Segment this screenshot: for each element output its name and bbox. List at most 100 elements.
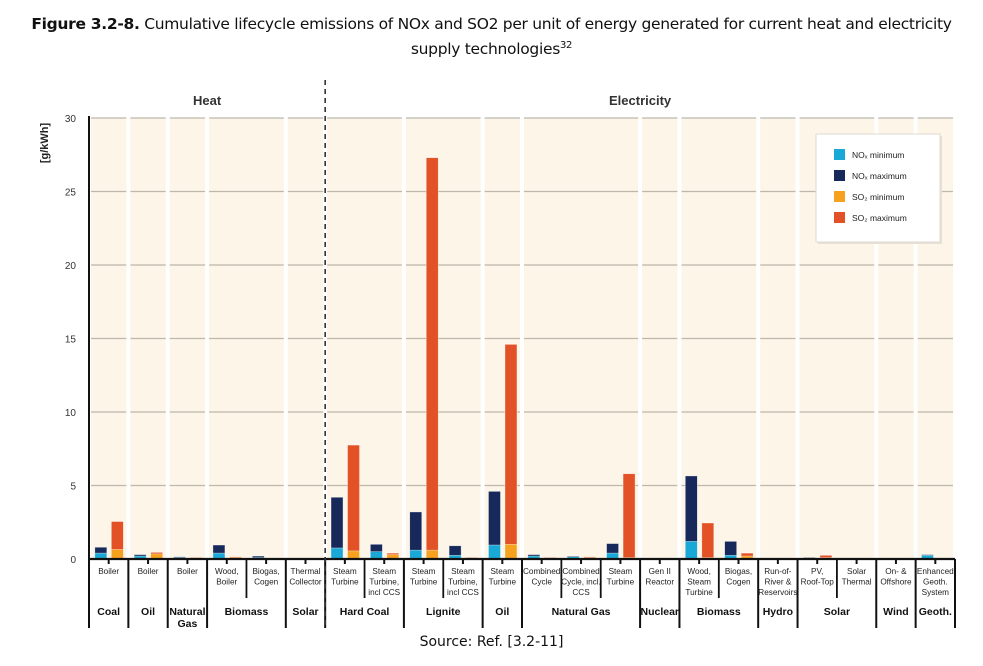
legend-label-nox-max: NOₓ maximum [852,171,907,181]
tech-label: Steam [687,578,711,587]
y-tick-label: 10 [65,408,77,419]
tech-label: Run-of- [764,567,792,576]
tech-label: Collector [289,578,322,587]
tech-label: Enhanced [917,567,954,576]
bar-nox-min [409,549,423,560]
group-label: Nuclear [641,606,680,618]
tech-label: Cogen [254,578,279,587]
tech-label: Steam [333,567,357,576]
group-label: Coal [97,606,120,618]
bar-nox-min [370,551,383,560]
tech-label: Cycle [531,578,552,587]
y-tick-label: 5 [70,482,76,493]
tech-label: On- & [885,567,907,576]
bar-so2-max [425,157,439,560]
tech-label: Turbine, [369,578,399,587]
tech-label: Solar [847,567,866,576]
group-label: Hydro [763,606,793,618]
figure-label: Figure 3.2-8. [31,15,140,33]
y-tick-label: 30 [65,114,77,125]
bar-so2-min [504,543,518,560]
bar-so2-max [347,444,360,560]
legend-swatch-so2-min [834,191,845,202]
tech-label: Reservoirs [758,588,797,597]
bar-so2-min [111,549,124,560]
tech-label: Biogas, [725,567,752,576]
y-tick-label: 15 [65,335,77,346]
tech-label: Combined [562,567,600,576]
bar-so2-min [425,549,439,560]
group-label: Geoth. [919,606,952,618]
tech-label: Thermal [290,567,320,576]
bar-nox-min [488,544,501,560]
tech-label: Turbine, [448,578,478,587]
y-axis-label: [g/kWh] [39,123,51,164]
tech-label: incl CCS [447,588,479,597]
group-label: Natural [169,606,205,618]
bar-so2-max [504,344,518,560]
group-label: Oil [141,606,155,618]
tech-label: Cycle, incl. [561,578,601,587]
tech-label: River & [764,578,791,587]
legend-swatch-nox-min [834,149,845,160]
tech-label: Geoth. [923,578,948,587]
group-label: Solar [824,606,850,618]
group-label: Natural Gas [552,606,611,618]
tech-label: Turbine [489,578,517,587]
tech-label: incl CCS [368,588,400,597]
tech-label: Cogen [726,578,751,587]
tech-label: Reactor [645,578,674,587]
tech-label: Steam [451,567,475,576]
y-tick-label: 20 [65,261,77,272]
tech-label: Thermal [842,578,872,587]
group-label: Wind [883,606,909,618]
caption-line-2: supply technologies [410,40,560,59]
section-label-heat: Heat [193,93,222,108]
tech-label: Roof-Top [801,578,835,587]
bar-so2-max [622,473,636,560]
caption-line-1: Cumulative lifecycle emissions of NOx an… [139,15,952,33]
group-label: Biomass [225,606,269,618]
bar-so2-max [701,522,715,560]
legend-swatch-so2-max [834,212,845,223]
tech-label: Boiler [98,567,119,576]
tech-label: PV, [811,567,823,576]
tech-label: Combined [523,567,561,576]
tech-label: Wood, [687,567,711,576]
bar-nox-min [684,541,698,560]
tech-label: Steam [372,567,396,576]
bar-nox-min [330,547,344,560]
tech-label: CCS [572,588,590,597]
tech-label: Turbine [331,578,359,587]
tech-label: Boiler [138,567,159,576]
tech-label: Turbine [410,578,438,587]
bar-so2-min [347,550,360,560]
footnote-ref: 32 [559,40,573,51]
legend-label-so2-min: SO₂ minimum [852,192,904,202]
tech-label: Offshore [880,578,912,587]
group-label: Hard Coal [340,606,390,618]
tech-label: Steam [412,567,436,576]
tech-label: Steam [609,567,633,576]
tech-label: Steam [490,567,514,576]
legend-label-so2-max: SO₂ maximum [852,213,907,223]
tech-label: System [922,588,949,597]
group-label: Biomass [697,606,741,618]
tech-label: Biogas, [252,567,279,576]
tech-label: Boiler [177,567,198,576]
group-label: Lignite [426,606,461,618]
tech-label: Wood, [215,567,239,576]
group-label: Gas [177,618,197,630]
legend-label-nox-min: NOₓ minimum [852,150,904,160]
legend-swatch-nox-max [834,170,845,181]
tech-label: Turbine [607,578,635,587]
tech-label: Turbine [685,588,713,597]
tech-label: Gen II [649,567,671,576]
tech-label: Boiler [216,578,237,587]
figure-caption: Figure 3.2-8. Cumulative lifecycle emiss… [0,14,983,60]
group-label: Oil [495,606,509,618]
figure-source: Source: Ref. [3.2-11] [419,634,564,650]
y-tick-label: 0 [70,555,76,566]
section-label-electricity: Electricity [609,93,672,108]
